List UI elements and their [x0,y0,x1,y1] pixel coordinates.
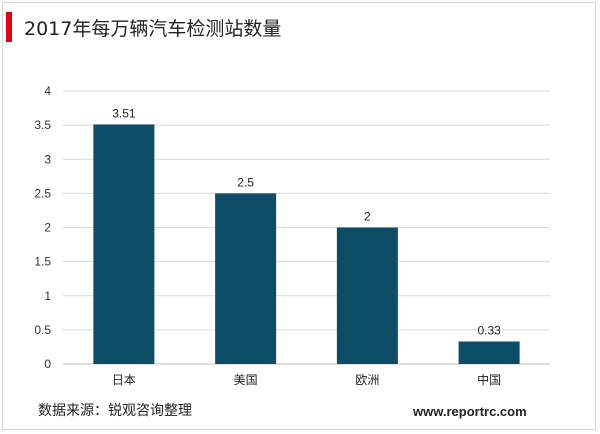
y-tick-label: 1 [44,289,51,303]
x-tick-label: 日本 [112,373,136,387]
bar [93,124,155,364]
y-tick-label: 2.5 [34,186,51,200]
x-tick-label: 美国 [234,373,258,387]
y-tick-label: 2 [44,221,51,235]
x-tick-label: 中国 [477,372,501,387]
chart-frame [2,2,596,430]
y-tick-label: 1.5 [34,255,51,269]
x-tick-label: 欧洲 [355,373,379,387]
bar [215,193,277,364]
data-label: 0.33 [477,323,501,337]
website-url: www.reportrc.com [413,404,527,419]
data-label: 3.51 [112,106,136,120]
data-label: 2 [364,210,371,224]
y-tick-label: 4 [44,84,51,98]
data-source-note: 数据来源：锐观咨询整理 [38,403,192,419]
bar [336,227,398,364]
page-title: 2017年每万辆汽车检测站数量 [24,18,282,40]
y-tick-label: 3.5 [34,118,51,132]
data-label: 2.5 [237,175,254,189]
bar [458,341,520,364]
y-tick-label: 0 [44,357,51,371]
title-accent-bar [6,12,12,42]
y-tick-label: 0.5 [34,323,51,337]
y-tick-label: 3 [44,152,51,166]
